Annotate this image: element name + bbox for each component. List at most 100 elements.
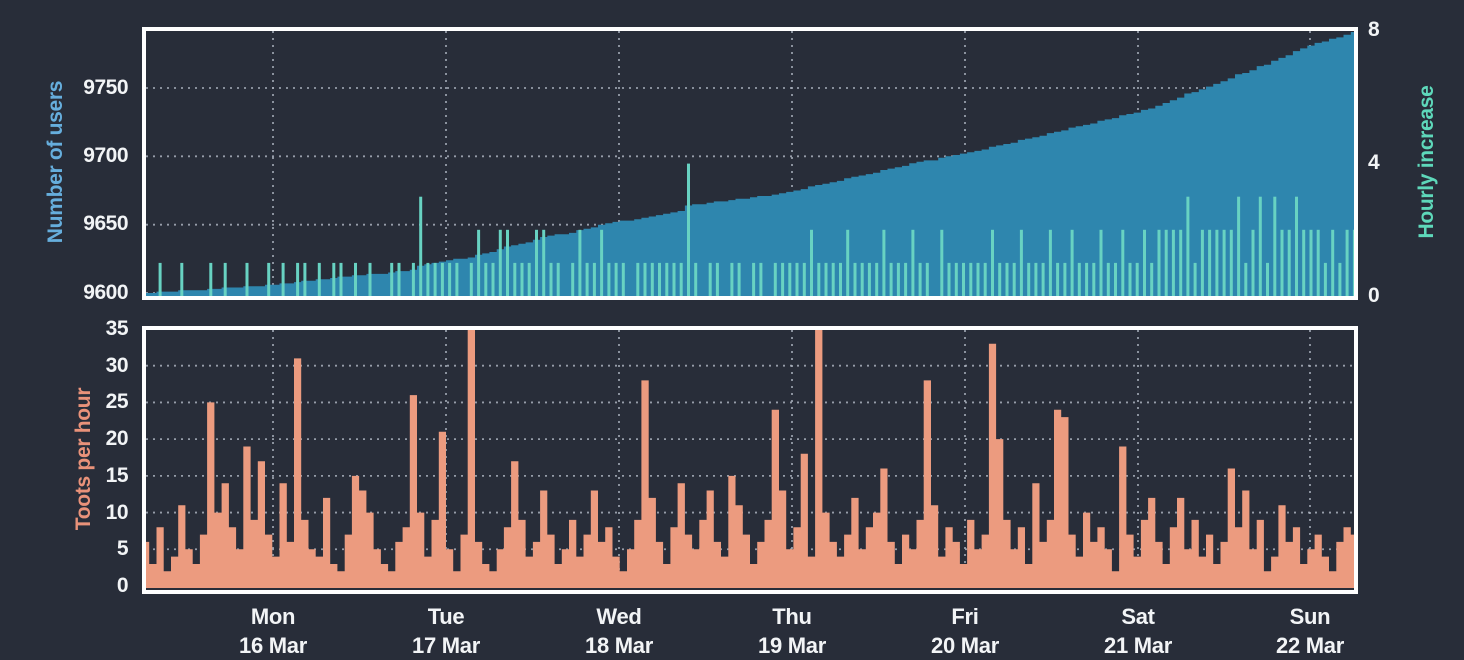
hourly-increase-bar [592, 262, 596, 298]
hourly-increase-bar [853, 262, 857, 298]
hourly-increase-bar [1179, 229, 1183, 298]
hourly-increase-bar [679, 262, 683, 298]
hourly-increase-bar [1070, 229, 1074, 298]
hourly-increase-bar [1287, 229, 1291, 298]
hourly-increase-bar [715, 262, 719, 298]
hourly-increase-bar [419, 196, 423, 298]
hourly-increase-bar [1085, 262, 1089, 298]
hourly-increase-bar [875, 262, 879, 298]
hourly-increase-bar [824, 262, 828, 298]
hourly-increase-bar [925, 262, 929, 298]
toots-area [142, 329, 1358, 588]
hourly-increase-bar [317, 262, 321, 298]
hourly-increase-bar [904, 262, 908, 298]
hourly-increase-bar [1280, 229, 1284, 298]
hourly-increase-bar [1186, 196, 1190, 298]
users-growth-chart [142, 27, 1358, 300]
hourly-increase-bar [1005, 262, 1009, 298]
hourly-increase-bar [911, 229, 915, 298]
hourly-increase-bar [1222, 229, 1226, 298]
hourly-increase-bar [991, 229, 994, 298]
hourly-increase-bar [1114, 262, 1117, 298]
weekday-label: Fri [951, 604, 979, 629]
hourly-increase-bar [810, 229, 813, 298]
hourly-increase-bar [867, 262, 871, 298]
hourly-increase-bar [636, 262, 640, 298]
hourly-increase-bar [477, 229, 481, 298]
hourly-increase-bar [1135, 262, 1139, 298]
users-ytick-9600: 9600 [83, 281, 128, 304]
toots-ytick-30: 30 [105, 354, 129, 377]
hourly-increase-bar [354, 262, 357, 298]
hourly-increase-bar [962, 262, 965, 298]
toots-ytick-35: 35 [105, 317, 129, 340]
hourly-increase-bar [882, 229, 886, 298]
hourly-increase-bar [998, 262, 1002, 298]
x-label-thu: Thu 19 Mar [722, 602, 862, 660]
hourly-increase-bar [455, 262, 459, 298]
hourly-increase-bar [831, 262, 835, 298]
x-label-sun: Sun 22 Mar [1240, 602, 1380, 660]
hourly-increase-bar [527, 262, 531, 298]
hourly-increase-bar [665, 262, 669, 298]
hourly-increase-bar [426, 262, 430, 298]
hourly-increase-bar [954, 262, 958, 298]
hourly-increase-bar [296, 262, 300, 298]
hourly-increase-bar [1106, 262, 1110, 298]
hourly-increase-bar [1266, 262, 1269, 298]
hourly-increase-bar [520, 262, 524, 298]
hourly-increase-bar [1019, 229, 1023, 298]
hourly-increase-bar [571, 262, 575, 298]
hourly-increase-bar [440, 262, 444, 298]
hourly-increase-bar [976, 262, 980, 298]
hourly-increase-bar [795, 262, 799, 298]
hourly-increase-bar [448, 262, 452, 298]
hourly-increase-bar [281, 262, 285, 298]
hourly-increase-bar [339, 262, 343, 298]
hourly-increase-bar [1157, 229, 1161, 298]
hourly-increase-bar [535, 229, 538, 298]
hourly-increase-bar [846, 229, 850, 298]
weekday-label: Wed [596, 604, 642, 629]
hourly-increase-bar [267, 262, 271, 298]
x-label-wed: Wed 18 Mar [549, 602, 689, 660]
hourly-increase-bar [1295, 196, 1298, 298]
hourly-increase-bar [1121, 229, 1125, 298]
hourly-increase-bar [969, 262, 973, 298]
toots-per-hour-chart [142, 326, 1358, 594]
weekday-label: Sat [1121, 604, 1155, 629]
hourly-increase-bar [1331, 229, 1335, 298]
hourly-increase-bar [650, 262, 654, 298]
hourly-increase-bar [180, 262, 184, 298]
hourly-increase-bar [1302, 229, 1306, 298]
increase-ytick-0: 0 [1368, 284, 1380, 307]
weekday-label: Mon [250, 604, 296, 629]
x-label-sat: Sat 21 Mar [1068, 602, 1208, 660]
hourly-increase-bar [737, 262, 741, 298]
hourly-increase-bar [556, 262, 560, 298]
hourly-increase-bar [585, 262, 589, 298]
toots-ytick-5: 5 [116, 537, 129, 560]
hourly-increase-bar [658, 262, 661, 298]
hourly-increase-bar [1309, 229, 1313, 298]
date-label: 21 Mar [1104, 633, 1172, 658]
toots-ytick-25: 25 [105, 390, 129, 413]
hourly-increase-bar [1077, 262, 1081, 298]
hourly-increase-bar [802, 262, 806, 298]
hourly-increase-bar [484, 262, 488, 298]
hourly-increase-bar [1316, 229, 1320, 298]
hourly-increase-bar [773, 262, 777, 298]
hourly-increase-bar [1012, 262, 1016, 298]
hourly-increase-bar [1229, 229, 1233, 298]
increase-ytick-8: 8 [1368, 18, 1380, 41]
hourly-increase-bar [549, 262, 553, 298]
hourly-increase-bar [1027, 262, 1031, 298]
hourly-increase-bar [1063, 262, 1067, 298]
hourly-increase-bar [506, 229, 509, 298]
hourly-increase-bar [1171, 229, 1175, 298]
hourly-increase-bar [694, 262, 698, 298]
date-label: 20 Mar [931, 633, 999, 658]
hourly-increase-bar [918, 262, 922, 298]
hourly-increase-bar [1323, 262, 1327, 298]
hourly-increase-bar [1193, 262, 1197, 298]
